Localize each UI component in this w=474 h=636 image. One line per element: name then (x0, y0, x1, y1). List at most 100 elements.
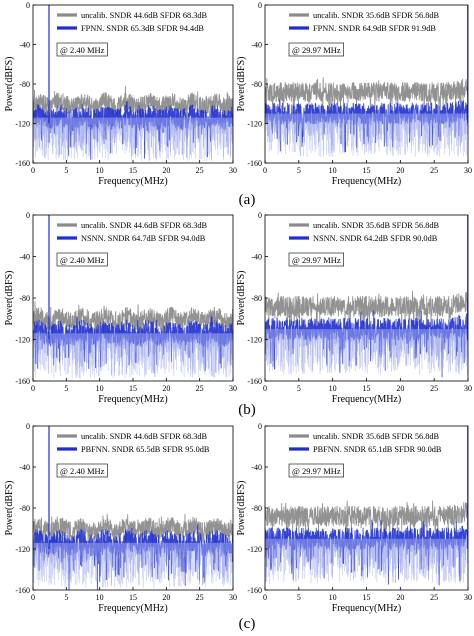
y-tick-label: 0 (26, 211, 30, 220)
legend-entry: NSNN. SNDR 64.2dB SFDR 90.0dB (313, 234, 438, 243)
x-tick-label: 5 (64, 384, 68, 393)
x-tick-label: 0 (263, 384, 267, 393)
x-tick-label: 20 (162, 593, 170, 602)
legend-entry: uncalib. SNDR 44.6dB SFDR 68.3dB (81, 221, 208, 230)
x-tick-label: 25 (430, 384, 438, 393)
series-calib-dips (265, 113, 468, 158)
annotation-box (288, 42, 344, 57)
y-tick-label: -160 (15, 159, 30, 168)
x-tick-label: 10 (96, 384, 104, 393)
legend-entry: uncalib. SNDR 44.6dB SFDR 68.3dB (81, 11, 208, 20)
x-tick-label: 25 (430, 166, 438, 175)
x-tick-label: 15 (129, 166, 137, 175)
y-tick-label: -120 (247, 545, 262, 554)
y-tick-label: -40 (251, 463, 262, 472)
legend-entry: uncalib. SNDR 35.6dB SFDR 56.8dB (313, 432, 440, 441)
legend-entry: PBFNN. SNDR 65.5dB SFDR 95.0dB (81, 445, 210, 454)
annotation-box (56, 463, 108, 478)
y-tick-label: -40 (19, 463, 30, 472)
x-tick-label: 10 (329, 166, 337, 175)
legend-entry: PBFNN. SNDR 65.1dB SFDR 90.0dB (313, 445, 442, 454)
y-tick-label: 0 (258, 211, 262, 220)
legend-entry: FPNN. SNDR 65.3dB SFDR 94.4dB (81, 24, 204, 33)
x-tick-label: 0 (31, 166, 35, 175)
x-tick-label: 10 (329, 384, 337, 393)
x-tick-label: 5 (297, 384, 301, 393)
y-tick-label: 0 (26, 422, 30, 431)
y-tick-label: -120 (247, 336, 262, 345)
y-tick-label: -80 (251, 294, 262, 303)
x-tick-label: 0 (31, 593, 35, 602)
x-tick-label: 25 (430, 593, 438, 602)
annotation-box (56, 42, 108, 57)
x-tick-label: 0 (263, 166, 267, 175)
x-axis-label: Frequency(MHz) (98, 394, 167, 405)
x-tick-label: 30 (464, 384, 472, 393)
x-axis-label: Frequency(MHz) (98, 176, 167, 187)
x-tick-label: 5 (64, 593, 68, 602)
annotation-box (288, 463, 344, 478)
x-tick-label: 5 (64, 166, 68, 175)
y-axis-label: Power(dBFS) (236, 270, 247, 325)
y-tick-label: -80 (251, 504, 262, 513)
y-tick-label: 0 (258, 1, 262, 10)
plot-area (33, 5, 233, 161)
x-tick-label: 10 (329, 593, 337, 602)
x-tick-label: 0 (263, 593, 267, 602)
x-tick-label: 30 (229, 593, 237, 602)
y-axis-label: Power(dBFS) (236, 56, 247, 111)
x-tick-label: 10 (96, 593, 104, 602)
x-tick-label: 30 (229, 384, 237, 393)
x-axis-label: Frequency(MHz) (332, 176, 401, 187)
signal-annotation: @ 29.97 MHz (292, 466, 341, 476)
x-tick-label: 20 (396, 166, 404, 175)
x-tick-label: 15 (363, 384, 371, 393)
series-uncalib-line (265, 290, 468, 336)
y-tick-label: -40 (19, 41, 30, 50)
caption-b: (b) (238, 402, 256, 418)
signal-annotation: @ 29.97 MHz (292, 45, 341, 55)
legend-entry: uncalib. SNDR 35.6dB SFDR 56.8dB (313, 11, 440, 20)
series-calib-dips (265, 329, 468, 375)
y-tick-label: -40 (251, 41, 262, 50)
y-axis-label: Power(dBFS) (236, 480, 247, 535)
annotation-box (288, 252, 344, 267)
y-tick-label: -160 (15, 377, 30, 386)
y-tick-label: 0 (258, 422, 262, 431)
plot-area (33, 215, 233, 379)
x-tick-label: 20 (396, 593, 404, 602)
series-uncalib-line (33, 513, 233, 559)
signal-annotation: @ 2.40 MHz (60, 466, 105, 476)
signal-annotation: @ 2.40 MHz (60, 255, 105, 265)
x-tick-label: 20 (162, 384, 170, 393)
y-tick-label: -160 (247, 377, 262, 386)
y-tick-label: -80 (251, 80, 262, 89)
series-uncalib-line (265, 77, 468, 119)
y-tick-label: -160 (247, 586, 262, 595)
x-tick-label: 30 (464, 593, 472, 602)
y-tick-label: -40 (19, 253, 30, 262)
signal-annotation: @ 2.40 MHz (60, 45, 105, 55)
legend-entry: FPNN. SNDR 64.9dB SFDR 91.9dB (313, 24, 436, 33)
y-tick-label: -80 (19, 80, 30, 89)
y-tick-label: -160 (247, 159, 262, 168)
legend-entry: uncalib. SNDR 44.6dB SFDR 68.3dB (81, 432, 208, 441)
x-tick-label: 25 (196, 166, 204, 175)
x-tick-label: 10 (96, 166, 104, 175)
x-tick-label: 20 (396, 384, 404, 393)
series-calib-dips (33, 117, 233, 161)
y-tick-label: -160 (15, 586, 30, 595)
x-tick-label: 25 (196, 384, 204, 393)
legend-entry: uncalib. SNDR 35.6dB SFDR 56.8dB (313, 221, 440, 230)
x-tick-label: 30 (229, 166, 237, 175)
y-axis-label: Power(dBFS) (4, 480, 15, 535)
y-tick-label: 0 (26, 1, 30, 10)
signal-annotation: @ 29.97 MHz (292, 255, 341, 265)
x-tick-label: 15 (363, 593, 371, 602)
